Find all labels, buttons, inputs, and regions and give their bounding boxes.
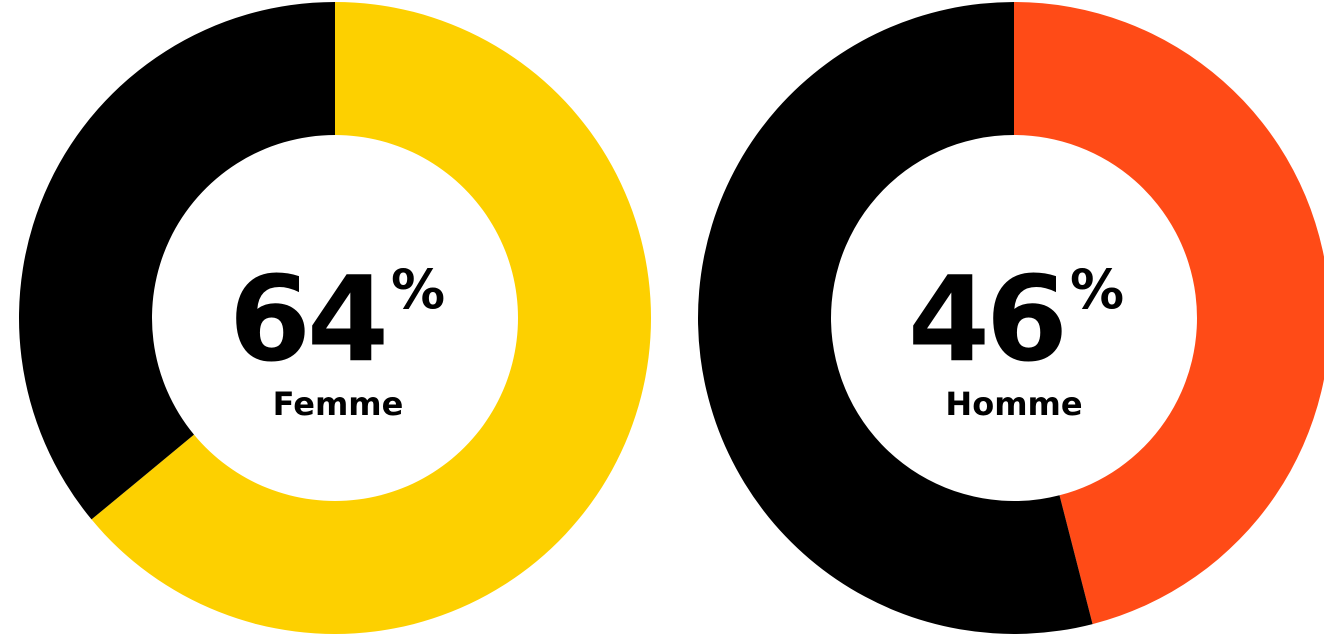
donut-label-homme: Homme [945,385,1082,423]
donut-slice-1-0 [1014,2,1324,625]
percent-number-femme: 64 [229,250,385,388]
donut-slices-femme [19,2,651,634]
percent-value-femme: 64% [229,250,444,388]
donut-chart-homme: 46% Homme [698,1,1324,634]
donut-slice-1-1 [698,1,1093,634]
percent-value-homme: 46% [908,250,1123,388]
donut-slice-0-0 [91,2,651,634]
donut-slice-0-1 [19,2,335,520]
donut-slices-homme [698,1,1324,634]
percent-number-homme: 46 [908,250,1064,388]
percent-sign-femme: % [391,258,444,321]
percent-sign-homme: % [1070,258,1123,321]
donut-label-femme: Femme [273,385,404,423]
donut-chart-femme: 64% Femme [19,2,651,634]
